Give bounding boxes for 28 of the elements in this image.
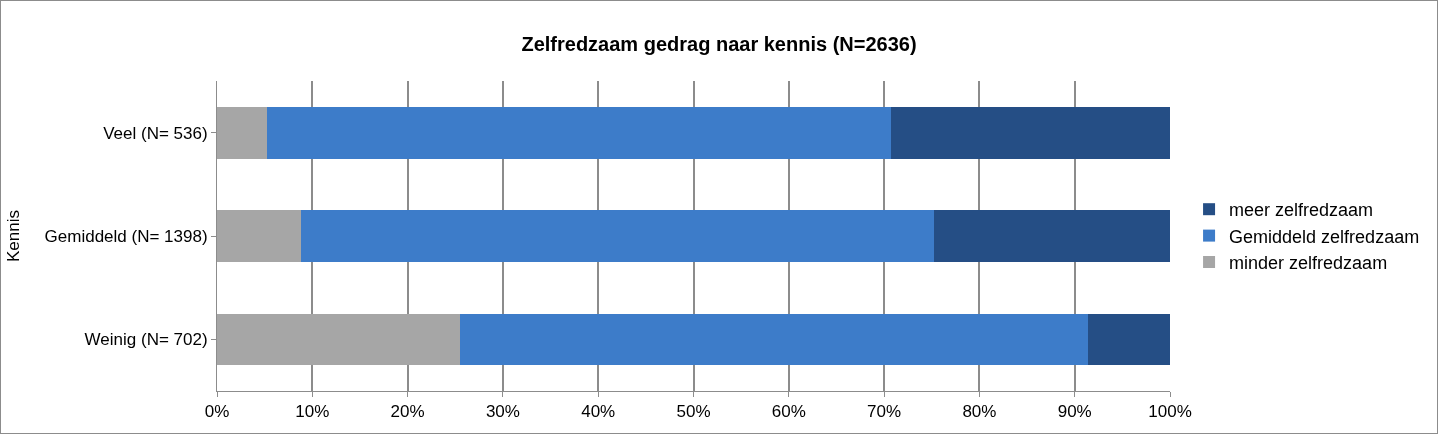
- bar: [1088, 313, 1170, 366]
- bar: [300, 210, 934, 262]
- x-tick-label: 60%: [771, 402, 806, 422]
- x-tick-label: 50%: [676, 402, 711, 422]
- chart-title: Zelfredzaam gedrag naar kennis (N=2636): [521, 33, 917, 56]
- y-tick-label: Veel (N= 536): [103, 123, 208, 143]
- legend-label: meer zelfredzaam: [1229, 200, 1374, 221]
- x-tick-label: 100%: [1148, 402, 1192, 422]
- legend-label: minder zelfredzaam: [1229, 253, 1388, 274]
- x-tick-label: 70%: [867, 402, 902, 422]
- y-axis-title: Kennis: [4, 210, 24, 262]
- y-tick-label: Gemiddeld (N= 1398): [44, 226, 208, 246]
- legend-label: Gemiddeld zelfredzaam: [1229, 226, 1420, 247]
- x-tick-label: 90%: [1057, 402, 1092, 422]
- bar: [217, 210, 301, 262]
- bar: [933, 210, 1170, 262]
- bar: [266, 106, 891, 159]
- bar: [217, 313, 461, 366]
- bar: [460, 313, 1089, 366]
- x-tick-label: 80%: [962, 402, 997, 422]
- bar: [890, 106, 1170, 159]
- y-tick-label: Weinig (N= 702): [84, 330, 208, 350]
- bar: [217, 106, 267, 159]
- x-tick-label: 40%: [581, 402, 616, 422]
- x-tick-label: 0%: [204, 402, 230, 422]
- x-tick-label: 10%: [295, 402, 330, 422]
- x-tick-label: 30%: [485, 402, 520, 422]
- x-tick-label: 20%: [390, 402, 425, 422]
